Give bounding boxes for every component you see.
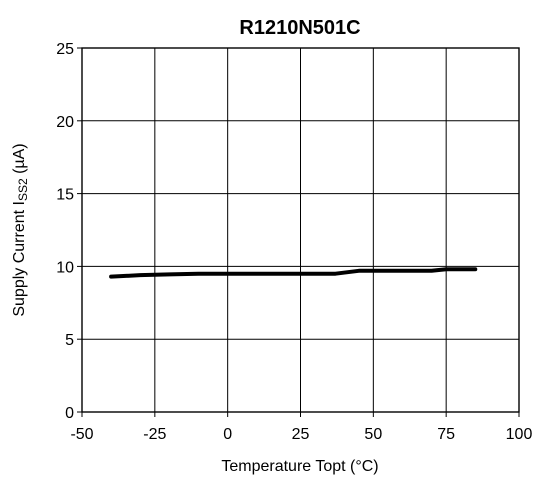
x-tick-label: 25 (292, 426, 310, 443)
x-tick-label: 50 (364, 426, 382, 443)
plot-frame (81, 47, 520, 413)
chart-title: R1210N501C (239, 17, 360, 39)
x-tick-label: 100 (506, 426, 533, 443)
tick-labels: -50 -25 0 25 50 75 100 0 5 10 15 20 25 (56, 41, 532, 443)
x-tick-label: 0 (223, 426, 232, 443)
y-tick-label: 0 (65, 405, 74, 422)
y-axis-label-main: Supply Current I (11, 201, 28, 317)
x-tick-label: 75 (437, 426, 455, 443)
grid (77, 47, 520, 417)
y-tick-label: 5 (65, 332, 74, 349)
y-tick-label: 10 (56, 259, 74, 276)
y-tick-label: 15 (56, 187, 74, 204)
y-tick-label: 25 (56, 41, 74, 58)
x-tick-label: -50 (70, 426, 93, 443)
x-axis-label: Temperature Topt (°C) (221, 458, 378, 475)
y-tick-label: 20 (56, 114, 74, 131)
y-axis-label-unit: (µA) (11, 143, 28, 178)
series-layer (109, 267, 478, 279)
series-line-0 (109, 267, 478, 279)
y-axis-label-subscript: SS2 (16, 178, 30, 201)
y-axis-label: Supply Current ISS2 (µA) (11, 143, 30, 316)
x-tick-label: -25 (143, 426, 166, 443)
